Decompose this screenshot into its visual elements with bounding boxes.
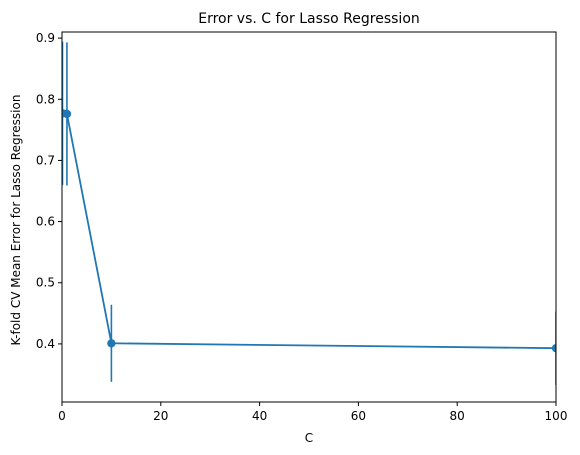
y-tick-label: 0.9 [36,31,55,45]
x-tick-label: 60 [351,409,366,423]
x-tick-label: 0 [58,409,66,423]
y-tick-label: 0.8 [36,92,55,106]
axes-layer: 0 20 40 60 80 100 0.4 0.5 0.6 0.7 0.8 0.9 [36,31,568,423]
axes-frame [61,31,557,403]
x-axis-label: C [305,431,313,445]
data-point [551,343,556,353]
y-tick-label: 0.4 [36,337,55,351]
plot-series-group [62,41,556,385]
x-tick-label: 20 [153,409,168,423]
series-line [62,112,556,350]
data-point [107,339,116,348]
x-tick-label: 100 [545,409,568,423]
y-tick-label: 0.7 [36,153,55,167]
x-tick-label: 40 [252,409,267,423]
data-point [62,109,72,119]
x-tick-label: 80 [450,409,465,423]
y-tick-label: 0.6 [36,215,55,229]
y-tick-label: 0.5 [36,276,55,290]
y-axis-label: K-fold CV Mean Error for Lasso Regressio… [9,95,23,346]
chart-title: Error vs. C for Lasso Regression [198,11,420,27]
plot-layer [62,41,556,385]
